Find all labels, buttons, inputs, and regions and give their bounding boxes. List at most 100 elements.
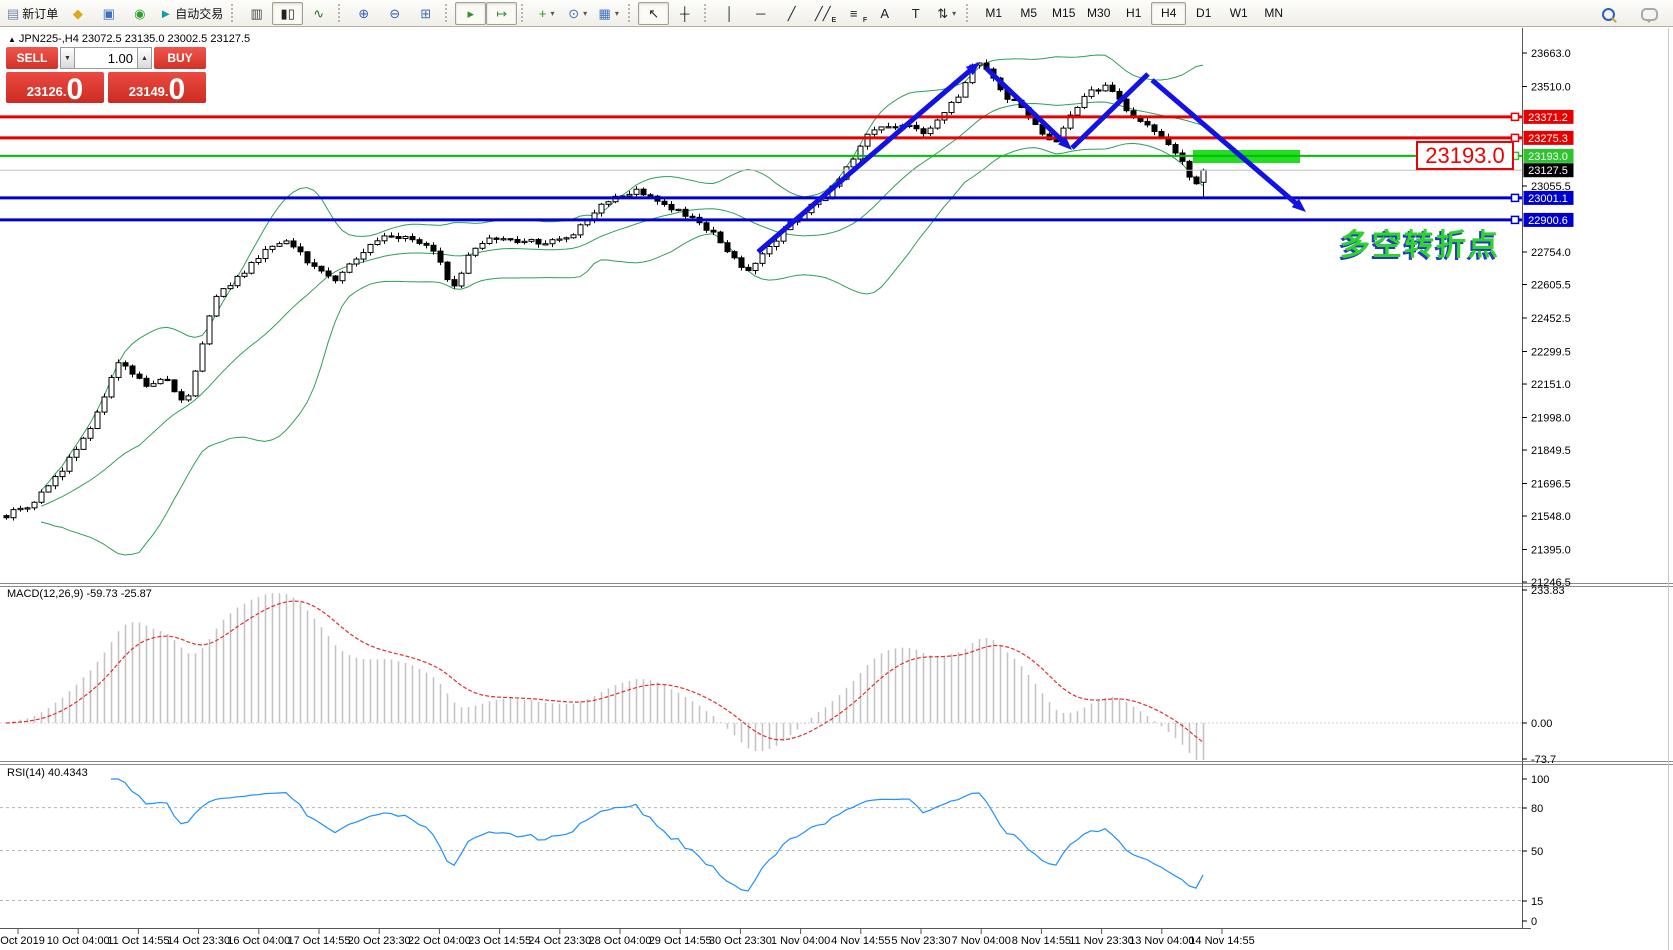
trendline-button[interactable]: ╱ [776, 2, 807, 25]
fibonacci-badge: F [862, 16, 868, 24]
candlestick-chart-icon: ▮▯ [280, 5, 295, 21]
candle-body [122, 362, 129, 367]
toolbar-grip [628, 4, 634, 22]
candle-body [745, 266, 752, 272]
price-axis-label: 22452.5 [1531, 313, 1571, 325]
chat-button[interactable] [1634, 3, 1665, 26]
tile-windows-button[interactable]: ⊞ [410, 2, 441, 25]
horizontal-line-button[interactable]: ─ [745, 2, 776, 25]
horizontal-line-icon: ─ [756, 5, 766, 21]
terminal-button[interactable]: ▣ [93, 2, 124, 25]
price-axis-label: 23510.0 [1531, 81, 1571, 93]
candle-body [206, 315, 213, 345]
templates-button[interactable]: ▦ ▾ [593, 2, 624, 25]
candle-body [66, 456, 73, 472]
pane-separator [0, 761, 1673, 762]
buy-price-box[interactable]: 23149. 0 [108, 72, 206, 104]
new-order-button[interactable]: ▤ 新订单 [3, 2, 62, 25]
zoom-in-button[interactable]: ⊕ [348, 2, 379, 25]
tf-m1-button[interactable]: M1 [976, 2, 1011, 25]
candle-body [17, 507, 24, 511]
shapes-button[interactable]: ⇅ ▾ [931, 2, 962, 25]
tf-h4-button[interactable]: H4 [1151, 1, 1187, 25]
candle-body [94, 411, 101, 429]
candle-body [444, 261, 451, 281]
sell-price-box[interactable]: 23126. 0 [6, 72, 104, 104]
add-indicator-button[interactable]: + ▾ [531, 2, 562, 25]
tf-w1-button[interactable]: W1 [1221, 2, 1256, 25]
volume-decrease-button[interactable]: ▼ [60, 47, 75, 69]
crosshair-button[interactable]: ┼ [669, 2, 700, 25]
time-axis-label: 11 Nov 23:30 [1069, 935, 1134, 947]
price-badge [1523, 130, 1574, 145]
candlestick-chart-button[interactable]: ▮▯ [272, 1, 304, 25]
volume-increase-button[interactable]: ▲ [137, 47, 152, 69]
time-axis-label: 17 Oct 14:55 [288, 935, 351, 947]
tf-h1-button[interactable]: H1 [1116, 2, 1151, 25]
periods-button[interactable]: ⊙ ▾ [562, 2, 593, 25]
tf-m15-label: M15 [1052, 6, 1076, 20]
buy-button[interactable]: BUY [154, 47, 206, 69]
candle-body [416, 239, 423, 244]
equidistant-channel-button[interactable]: ╱╱ E [807, 2, 838, 25]
text-icon: A [880, 5, 890, 21]
trend-arrows [756, 62, 1306, 254]
vertical-line-button[interactable]: │ [714, 2, 745, 25]
price-axis-label: 21246.5 [1531, 577, 1571, 589]
auto-scroll-button[interactable]: ▸ [455, 1, 487, 25]
chart-shift-button[interactable]: ↦ [486, 1, 518, 25]
toolbar: ▤ 新订单 ◆ ▣ ◉ ► 自动交易 ▥ ▮▯ ∿ ⊕ ⊖ ⊞ ▸ ↦ + ▾ ⊙ ▾ ▦ ▾ ↖ ┼ │ ─ ╱ ╱╱ E ≡ F A T ⇅… [0, 0, 1673, 27]
eraser-button[interactable]: ◆ [62, 2, 93, 25]
add-indicator-dropdown-icon: ▾ [550, 8, 555, 18]
candle-body [955, 96, 962, 103]
candle-body [143, 377, 150, 387]
signal-button[interactable]: ◉ [124, 2, 155, 25]
cursor-button[interactable]: ↖ [638, 1, 670, 25]
candle-body [920, 128, 927, 135]
candle-body [948, 101, 955, 114]
price-badge-label: 23001.1 [1528, 193, 1568, 205]
chart-shift-icon: ↦ [496, 5, 508, 21]
candle-body [388, 235, 395, 238]
tf-d1-button[interactable]: D1 [1186, 2, 1221, 25]
candle-body [647, 194, 654, 197]
price-line-anchor [1510, 215, 1520, 225]
price-line-anchor [1510, 112, 1520, 122]
tf-m30-button[interactable]: M30 [1081, 2, 1116, 25]
time-axis-label: 22 Oct 04:00 [408, 935, 471, 947]
candle-body [45, 485, 52, 493]
price-badge-label: 23193.0 [1528, 151, 1568, 163]
text-button[interactable]: A [869, 2, 900, 25]
search-button[interactable] [1593, 3, 1624, 26]
candle-body [395, 235, 402, 240]
time-axis-label: 1 Nov 04:00 [771, 935, 830, 947]
candle-body [115, 362, 122, 378]
line-chart-button[interactable]: ∿ [303, 2, 334, 25]
templates-dropdown-icon: ▾ [614, 8, 619, 18]
candle-body [311, 262, 318, 267]
trend-arrow-line [1070, 72, 1150, 150]
sell-button[interactable]: SELL [6, 47, 58, 69]
tf-mn-button[interactable]: MN [1256, 2, 1291, 25]
volume-input[interactable] [75, 47, 137, 69]
candle-body [318, 265, 325, 272]
candle-body [1172, 144, 1179, 154]
zoom-out-button[interactable]: ⊖ [379, 2, 410, 25]
candle-body [1200, 169, 1207, 183]
candle-body [290, 240, 297, 248]
bar-chart-button[interactable]: ▥ [241, 2, 272, 25]
text-label-icon: T [911, 5, 920, 21]
tf-m5-button[interactable]: M5 [1011, 2, 1046, 25]
text-label-button[interactable]: T [900, 2, 931, 25]
candle-body [507, 238, 514, 241]
autotrading-button[interactable]: ► 自动交易 [155, 2, 227, 25]
candle-body [178, 391, 185, 401]
macd-pane: 233.83 0.00 -73.7 [0, 585, 1565, 766]
fibonacci-button[interactable]: ≡ F [838, 2, 869, 25]
candle-body [269, 245, 276, 250]
tf-m15-button[interactable]: M15 [1046, 2, 1081, 25]
candle-body [24, 507, 31, 510]
trend-arrow-line [1150, 78, 1302, 209]
terminal-icon: ▣ [102, 5, 115, 21]
